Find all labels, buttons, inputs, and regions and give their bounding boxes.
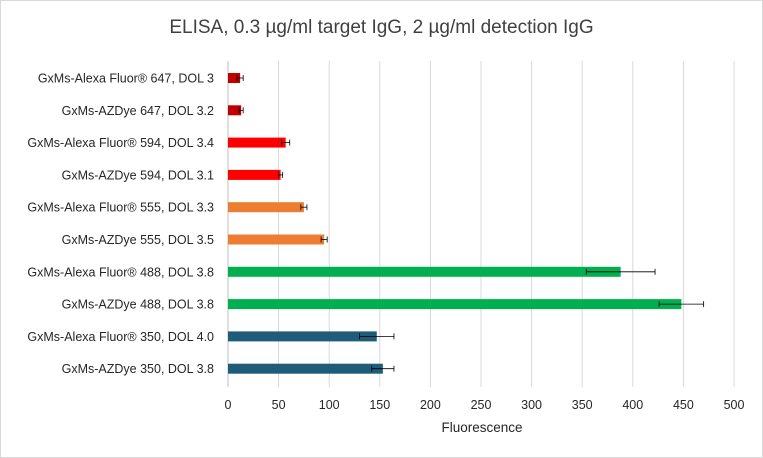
error-bars — [236, 75, 705, 372]
x-tick-labels: 0 50 100 150 200 250 300 350 400 450 500 — [225, 398, 745, 412]
bar — [228, 363, 383, 374]
bar — [228, 266, 621, 277]
x-tick-label: 350 — [572, 398, 593, 412]
bar — [228, 202, 304, 213]
x-tick-label: 150 — [369, 398, 390, 412]
x-tick-label: 0 — [225, 398, 232, 412]
x-tick-label: 100 — [319, 398, 340, 412]
category-label: GxMs-Alexa Fluor® 647, DOL 3 — [38, 72, 214, 86]
x-tick-label: 500 — [724, 398, 745, 412]
bar — [228, 169, 281, 180]
category-label: GxMs-AZDye 555, DOL 3.5 — [62, 233, 214, 247]
x-tick-label: 300 — [521, 398, 542, 412]
category-label: GxMs-Alexa Fluor® 488, DOL 3.8 — [27, 265, 214, 279]
bar — [228, 73, 241, 83]
category-labels: GxMs-Alexa Fluor® 647, DOL 3 GxMs-AZDye 6… — [27, 72, 214, 377]
category-label: GxMs-Alexa Fluor® 350, DOL 4.0 — [27, 330, 214, 344]
x-tick-label: 400 — [622, 398, 643, 412]
x-tick-label: 50 — [272, 398, 286, 412]
x-tick-label: 450 — [673, 398, 694, 412]
chart-title: ELISA, 0.3 µg/ml target IgG, 2 µg/ml det… — [169, 17, 594, 38]
bars — [228, 73, 682, 374]
x-tick-label: 200 — [420, 398, 441, 412]
bar — [228, 234, 325, 245]
bar — [228, 137, 286, 148]
category-label: GxMs-AZDye 488, DOL 3.8 — [62, 298, 214, 312]
bar — [228, 331, 377, 342]
x-axis-title: Fluorescence — [441, 420, 522, 435]
bar — [228, 105, 242, 116]
category-label: GxMs-Alexa Fluor® 594, DOL 3.4 — [27, 136, 214, 150]
category-label: GxMs-AZDye 594, DOL 3.1 — [62, 168, 214, 182]
bar — [228, 299, 682, 310]
category-label: GxMs-AZDye 350, DOL 3.8 — [62, 362, 214, 376]
x-tick-label: 250 — [471, 398, 492, 412]
category-label: GxMs-Alexa Fluor® 555, DOL 3.3 — [27, 201, 214, 215]
category-label: GxMs-AZDye 647, DOL 3.2 — [62, 104, 214, 118]
